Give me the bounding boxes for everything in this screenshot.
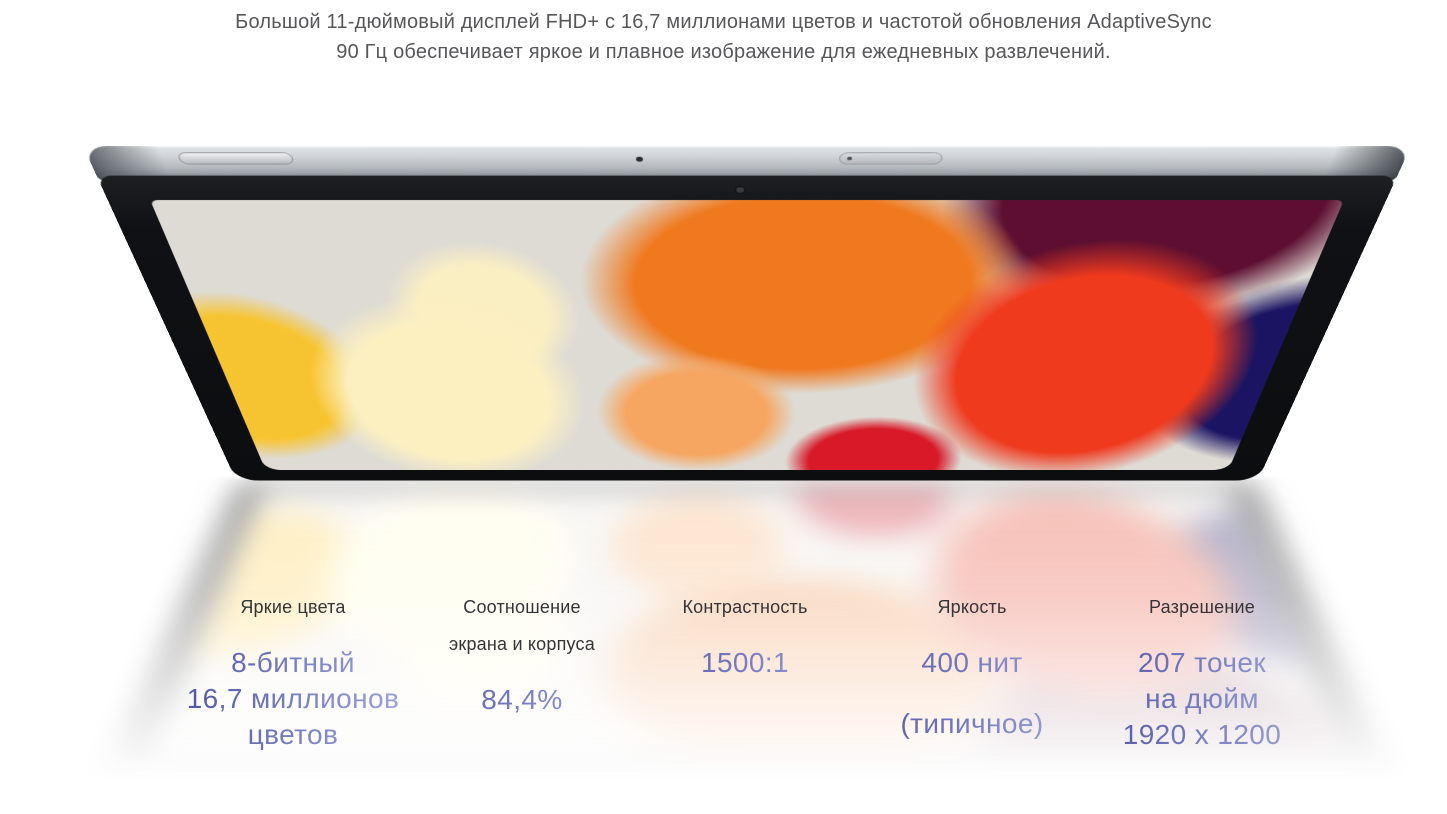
tablet-top-edge	[83, 778, 1411, 814]
volume-button	[176, 795, 295, 808]
spec-value-line: 207 точек	[1022, 645, 1382, 681]
heading-line-2: 90 Гц обеспечивает яркое и плавное изобр…	[336, 41, 1111, 63]
spec-value-line: цветов	[113, 717, 473, 753]
spec-value-line: на дюйм	[1022, 681, 1382, 717]
spec-value: 207 точек на дюйм 1920 x 1200	[1022, 645, 1382, 753]
specs-row: Яркие цвета 8-битный 16,7 миллионов цвет…	[113, 589, 1382, 753]
spec-label: Разрешение	[1022, 589, 1382, 626]
sim-tray-hole	[847, 799, 853, 804]
spec-value: 84,4%	[342, 682, 702, 718]
spec-label-line: Разрешение	[1149, 597, 1255, 617]
section-heading: Большой 11-дюймовый дисплей FHD+ с 16,7 …	[0, 7, 1447, 67]
spec-value-line: 84,4%	[342, 682, 702, 718]
sim-tray	[838, 795, 944, 808]
display-feature-section: Большой 11-дюймовый дисплей FHD+ с 16,7 …	[0, 0, 1447, 781]
heading-line-1: Большой 11-дюймовый дисплей FHD+ с 16,7 …	[235, 11, 1212, 33]
spec-value-line: 1920 x 1200	[1022, 717, 1382, 753]
microphone-hole	[635, 798, 644, 804]
spec-resolution: Разрешение 207 точек на дюйм 1920 x 1200	[1022, 589, 1382, 753]
